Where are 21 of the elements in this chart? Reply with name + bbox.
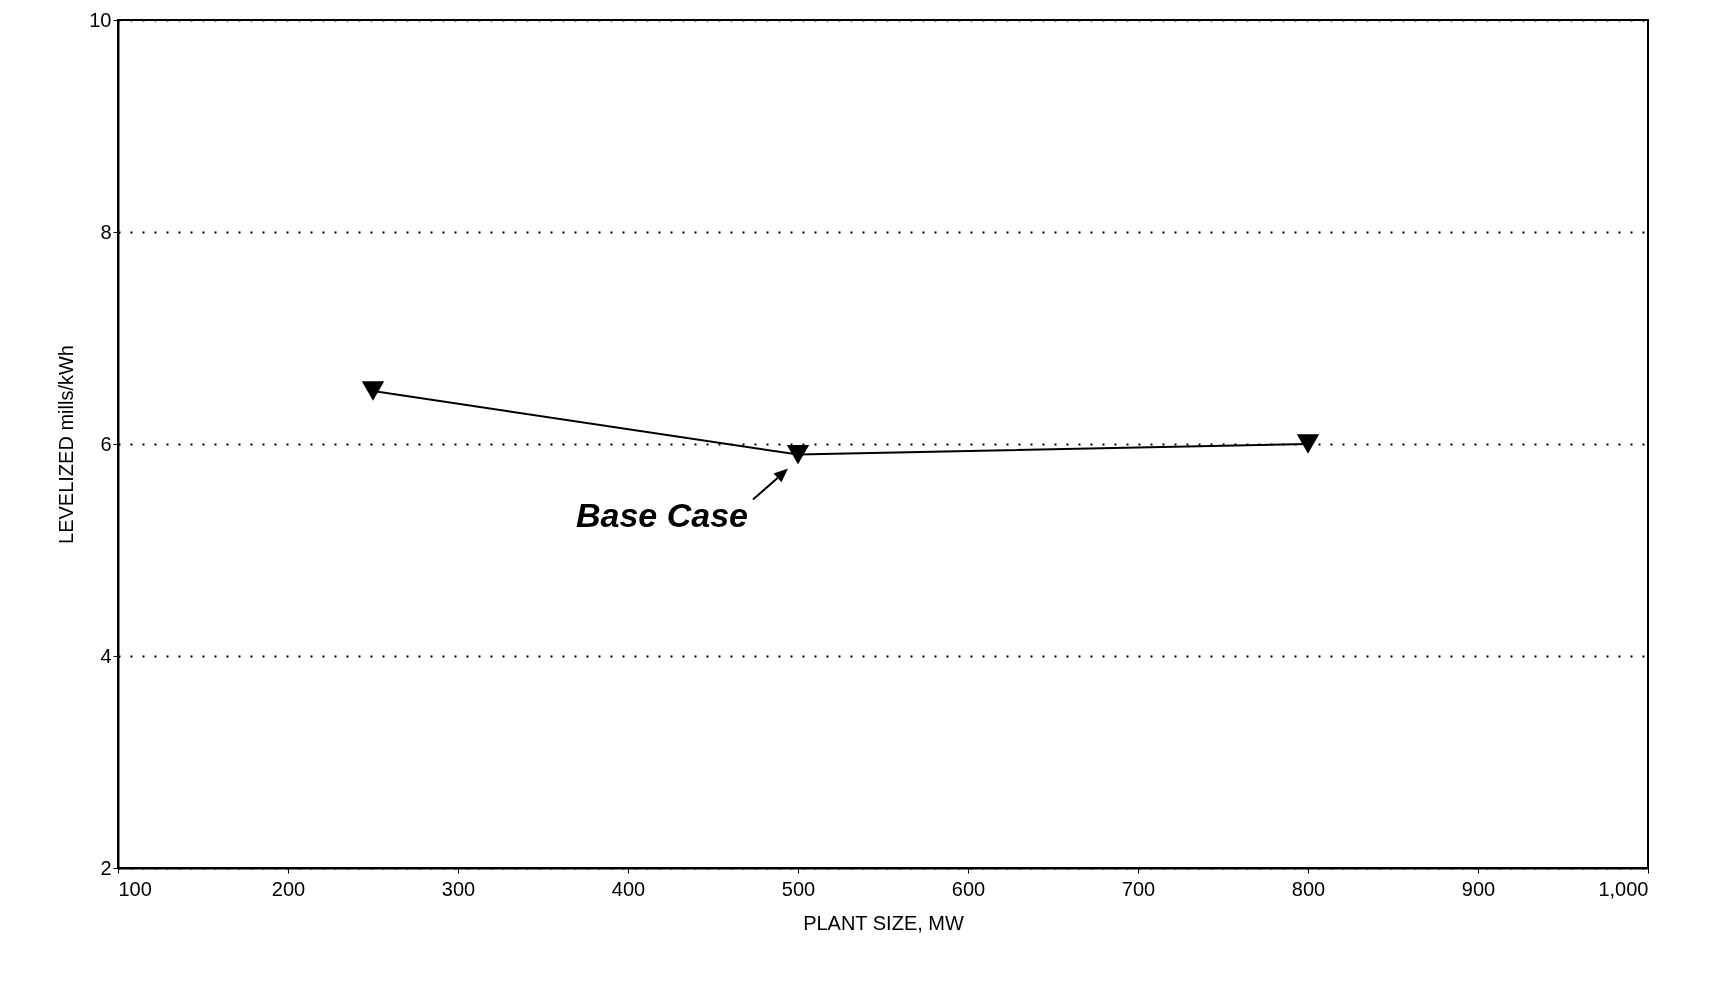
x-tick-label: 100 — [118, 877, 152, 900]
x-tick-label: 400 — [611, 877, 646, 900]
x-tick-label: 600 — [951, 877, 986, 900]
y-tick-label: 4 — [100, 644, 112, 667]
y-tick-label: 2 — [100, 856, 112, 879]
x-tick-label: 700 — [1121, 877, 1156, 900]
x-tick-label: 800 — [1291, 877, 1326, 900]
y-axis-title: LEVELIZED mills/kWh — [55, 345, 78, 544]
x-tick-label: 900 — [1461, 877, 1496, 900]
point — [361, 381, 385, 401]
x-axis-title: PLANT SIZE, MW — [803, 911, 964, 934]
x-tick-label: 200 — [271, 877, 306, 900]
annotation: Base Case — [575, 495, 748, 534]
point — [1296, 434, 1320, 454]
x-tick-label: 1,000 — [1598, 877, 1649, 900]
point — [786, 444, 810, 465]
y-tick-label: 8 — [100, 220, 112, 243]
y-tick-label: 6 — [100, 432, 112, 455]
x-tick-label: 300 — [441, 877, 476, 900]
x-tick-label: 500 — [781, 877, 816, 900]
y-tick-label: 10 — [89, 8, 112, 31]
